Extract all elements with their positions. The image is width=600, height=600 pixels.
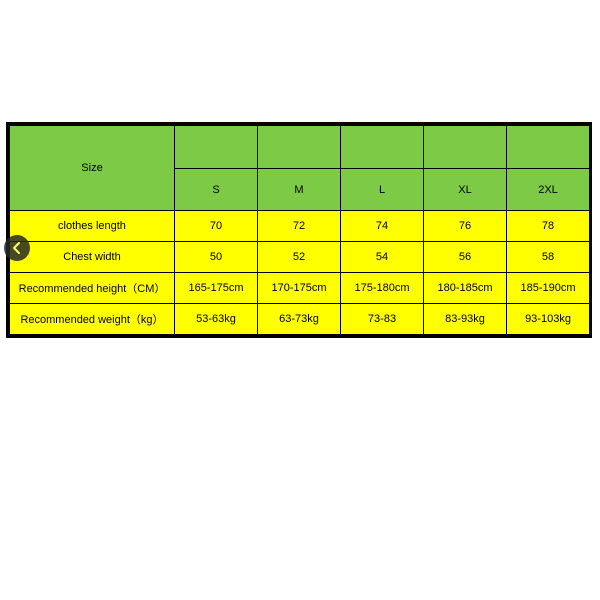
header-blank-2 bbox=[341, 126, 424, 169]
row2-c3: 180-185cm bbox=[424, 273, 507, 304]
table-row: Recommended weight（kg） 53-63kg 63-73kg 7… bbox=[10, 304, 590, 335]
row2-c2: 175-180cm bbox=[341, 273, 424, 304]
row3-c2: 73-83 bbox=[341, 304, 424, 335]
header-size-label: Size bbox=[10, 126, 175, 211]
row1-label: Chest width bbox=[10, 242, 175, 273]
row3-c4: 93-103kg bbox=[507, 304, 590, 335]
header-blank-0 bbox=[175, 126, 258, 169]
size-col-1: M bbox=[258, 169, 341, 211]
row0-c4: 78 bbox=[507, 211, 590, 242]
row1-c1: 52 bbox=[258, 242, 341, 273]
back-button[interactable] bbox=[4, 235, 30, 261]
row0-label: clothes length bbox=[10, 211, 175, 242]
row0-c3: 76 bbox=[424, 211, 507, 242]
row2-c1: 170-175cm bbox=[258, 273, 341, 304]
row3-c3: 83-93kg bbox=[424, 304, 507, 335]
size-col-2: L bbox=[341, 169, 424, 211]
size-col-3: XL bbox=[424, 169, 507, 211]
row3-c0: 53-63kg bbox=[175, 304, 258, 335]
row2-c0: 165-175cm bbox=[175, 273, 258, 304]
header-blank-1 bbox=[258, 126, 341, 169]
table-row: clothes length 70 72 74 76 78 bbox=[10, 211, 590, 242]
size-col-0: S bbox=[175, 169, 258, 211]
table-row: Recommended height（CM） 165-175cm 170-175… bbox=[10, 273, 590, 304]
row2-c4: 185-190cm bbox=[507, 273, 590, 304]
row1-c2: 54 bbox=[341, 242, 424, 273]
header-blank-4 bbox=[507, 126, 590, 169]
table-row: Chest width 50 52 54 56 58 bbox=[10, 242, 590, 273]
row0-c2: 74 bbox=[341, 211, 424, 242]
arrow-left-icon bbox=[10, 241, 24, 255]
row0-c1: 72 bbox=[258, 211, 341, 242]
row1-c0: 50 bbox=[175, 242, 258, 273]
row1-c4: 58 bbox=[507, 242, 590, 273]
row0-c0: 70 bbox=[175, 211, 258, 242]
header-blank-3 bbox=[424, 126, 507, 169]
row1-c3: 56 bbox=[424, 242, 507, 273]
size-col-4: 2XL bbox=[507, 169, 590, 211]
size-chart-table: Size S M L XL 2XL clothes length 70 72 7… bbox=[6, 122, 592, 338]
row3-label: Recommended weight（kg） bbox=[10, 304, 175, 335]
row2-label: Recommended height（CM） bbox=[10, 273, 175, 304]
row3-c1: 63-73kg bbox=[258, 304, 341, 335]
